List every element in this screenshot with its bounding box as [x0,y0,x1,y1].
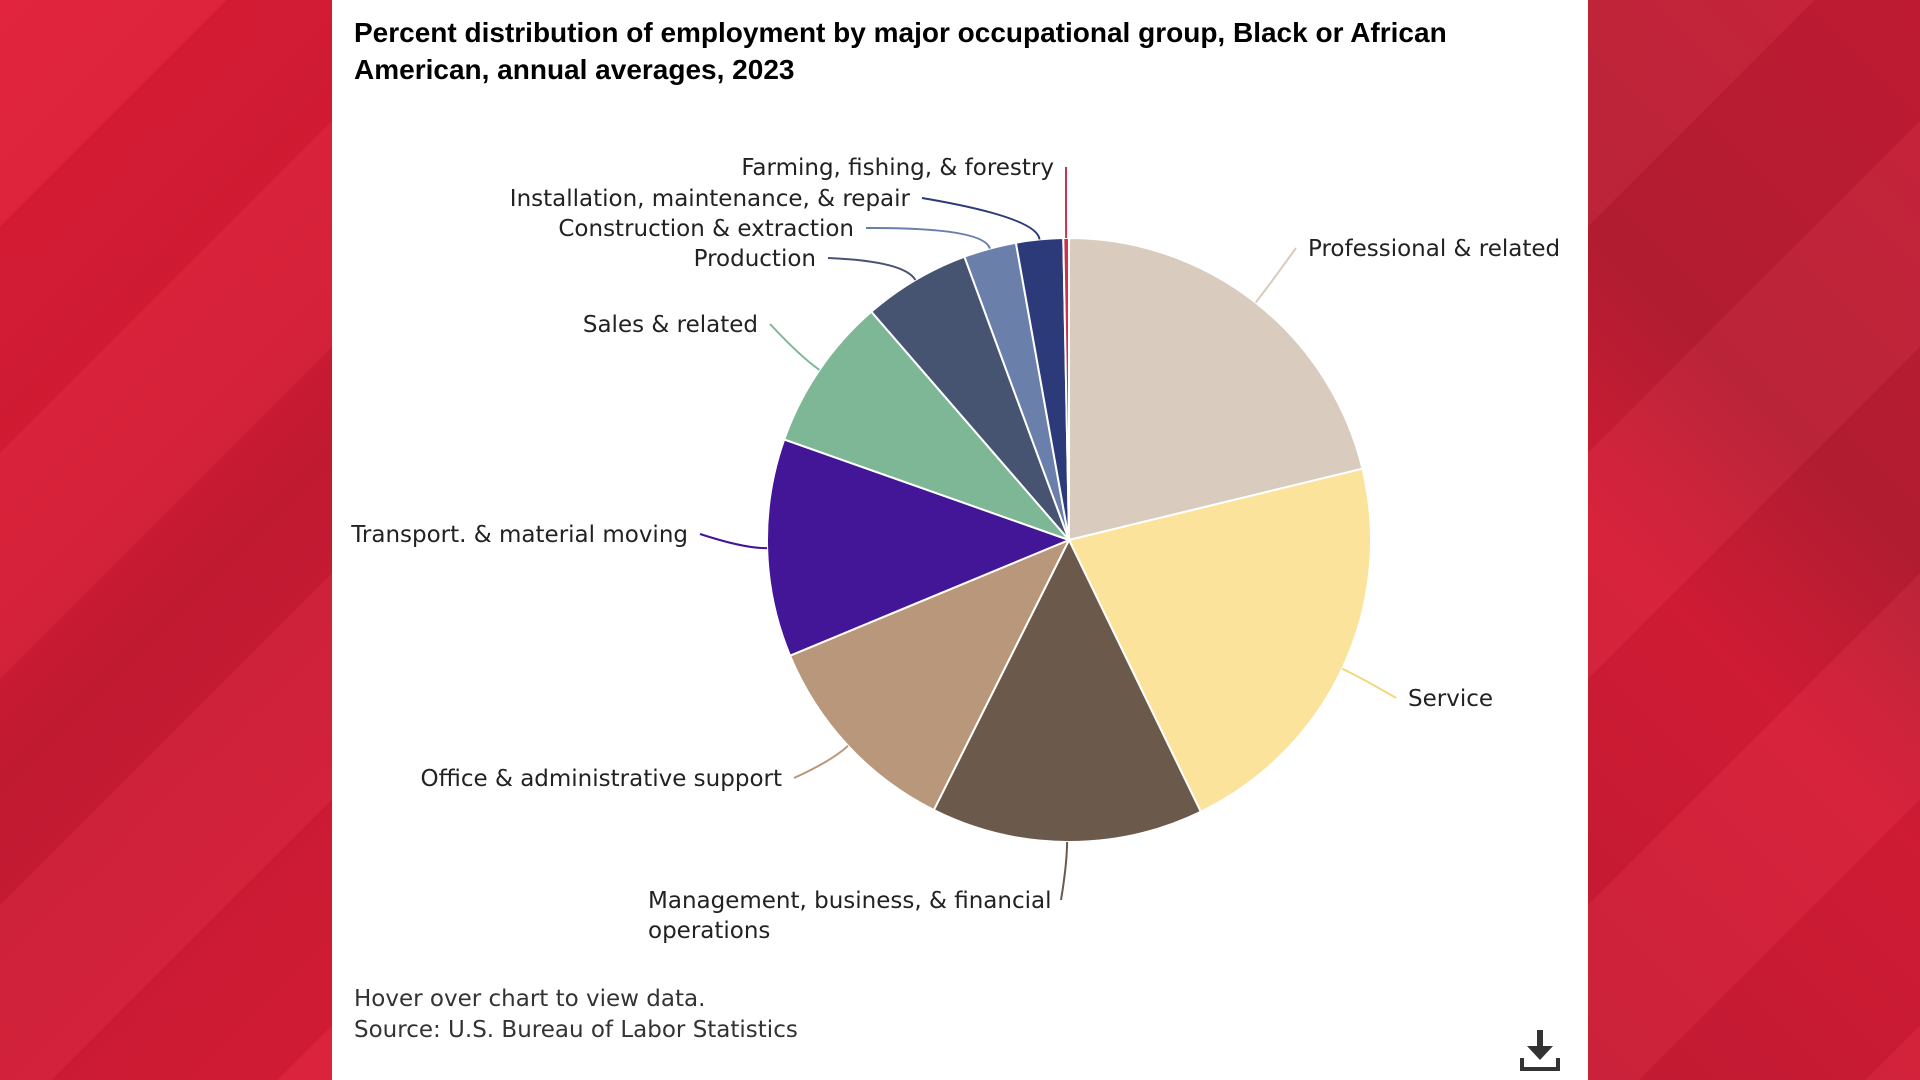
download-icon [1520,1030,1560,1071]
label-connector [699,533,768,550]
slice-label: Service [1408,686,1493,712]
chart-title: Percent distribution of employment by ma… [354,17,1447,85]
pie-chart[interactable]: Professional & related Service Management,… [332,0,1588,980]
background-left [0,0,332,1080]
label-connector [793,745,849,779]
slice-label: Management, business, & financial operati… [648,888,1052,944]
pie-slice[interactable] [766,438,1072,657]
slice-label: Sales & related [583,312,758,338]
source-note: Source: U.S. Bureau of Labor Statistics [354,1017,798,1043]
pie-slice[interactable] [788,538,1072,812]
background-right [1588,0,1920,1080]
download-button[interactable] [1516,1026,1564,1074]
label-connector [827,257,917,281]
slice-label: Installation, maintenance, & repair [510,186,911,212]
pie-slice[interactable] [782,310,1073,543]
label-connector [1254,247,1297,304]
label-connector [921,197,1041,240]
slice-label: Production [694,246,816,272]
slice-label: Office & administrative support [421,766,783,792]
pie-slice[interactable] [932,537,1203,843]
chart-footnote: Hover over chart to view data. Source: U… [354,984,798,1046]
pie-slice[interactable] [1067,467,1372,814]
label-connector [865,226,991,249]
slice-label: Construction & extraction [558,216,854,242]
label-connector [1060,841,1069,901]
slice-label: Farming, fishing, & forestry [741,155,1054,181]
label-connector [769,323,821,371]
hover-hint: Hover over chart to view data. [354,986,706,1012]
label-connector [1341,667,1397,699]
slice-label: Professional & related [1308,236,1560,262]
chart-card: Percent distribution of employment by ma… [332,0,1588,1080]
slice-label: Transport. & material moving [350,522,688,548]
